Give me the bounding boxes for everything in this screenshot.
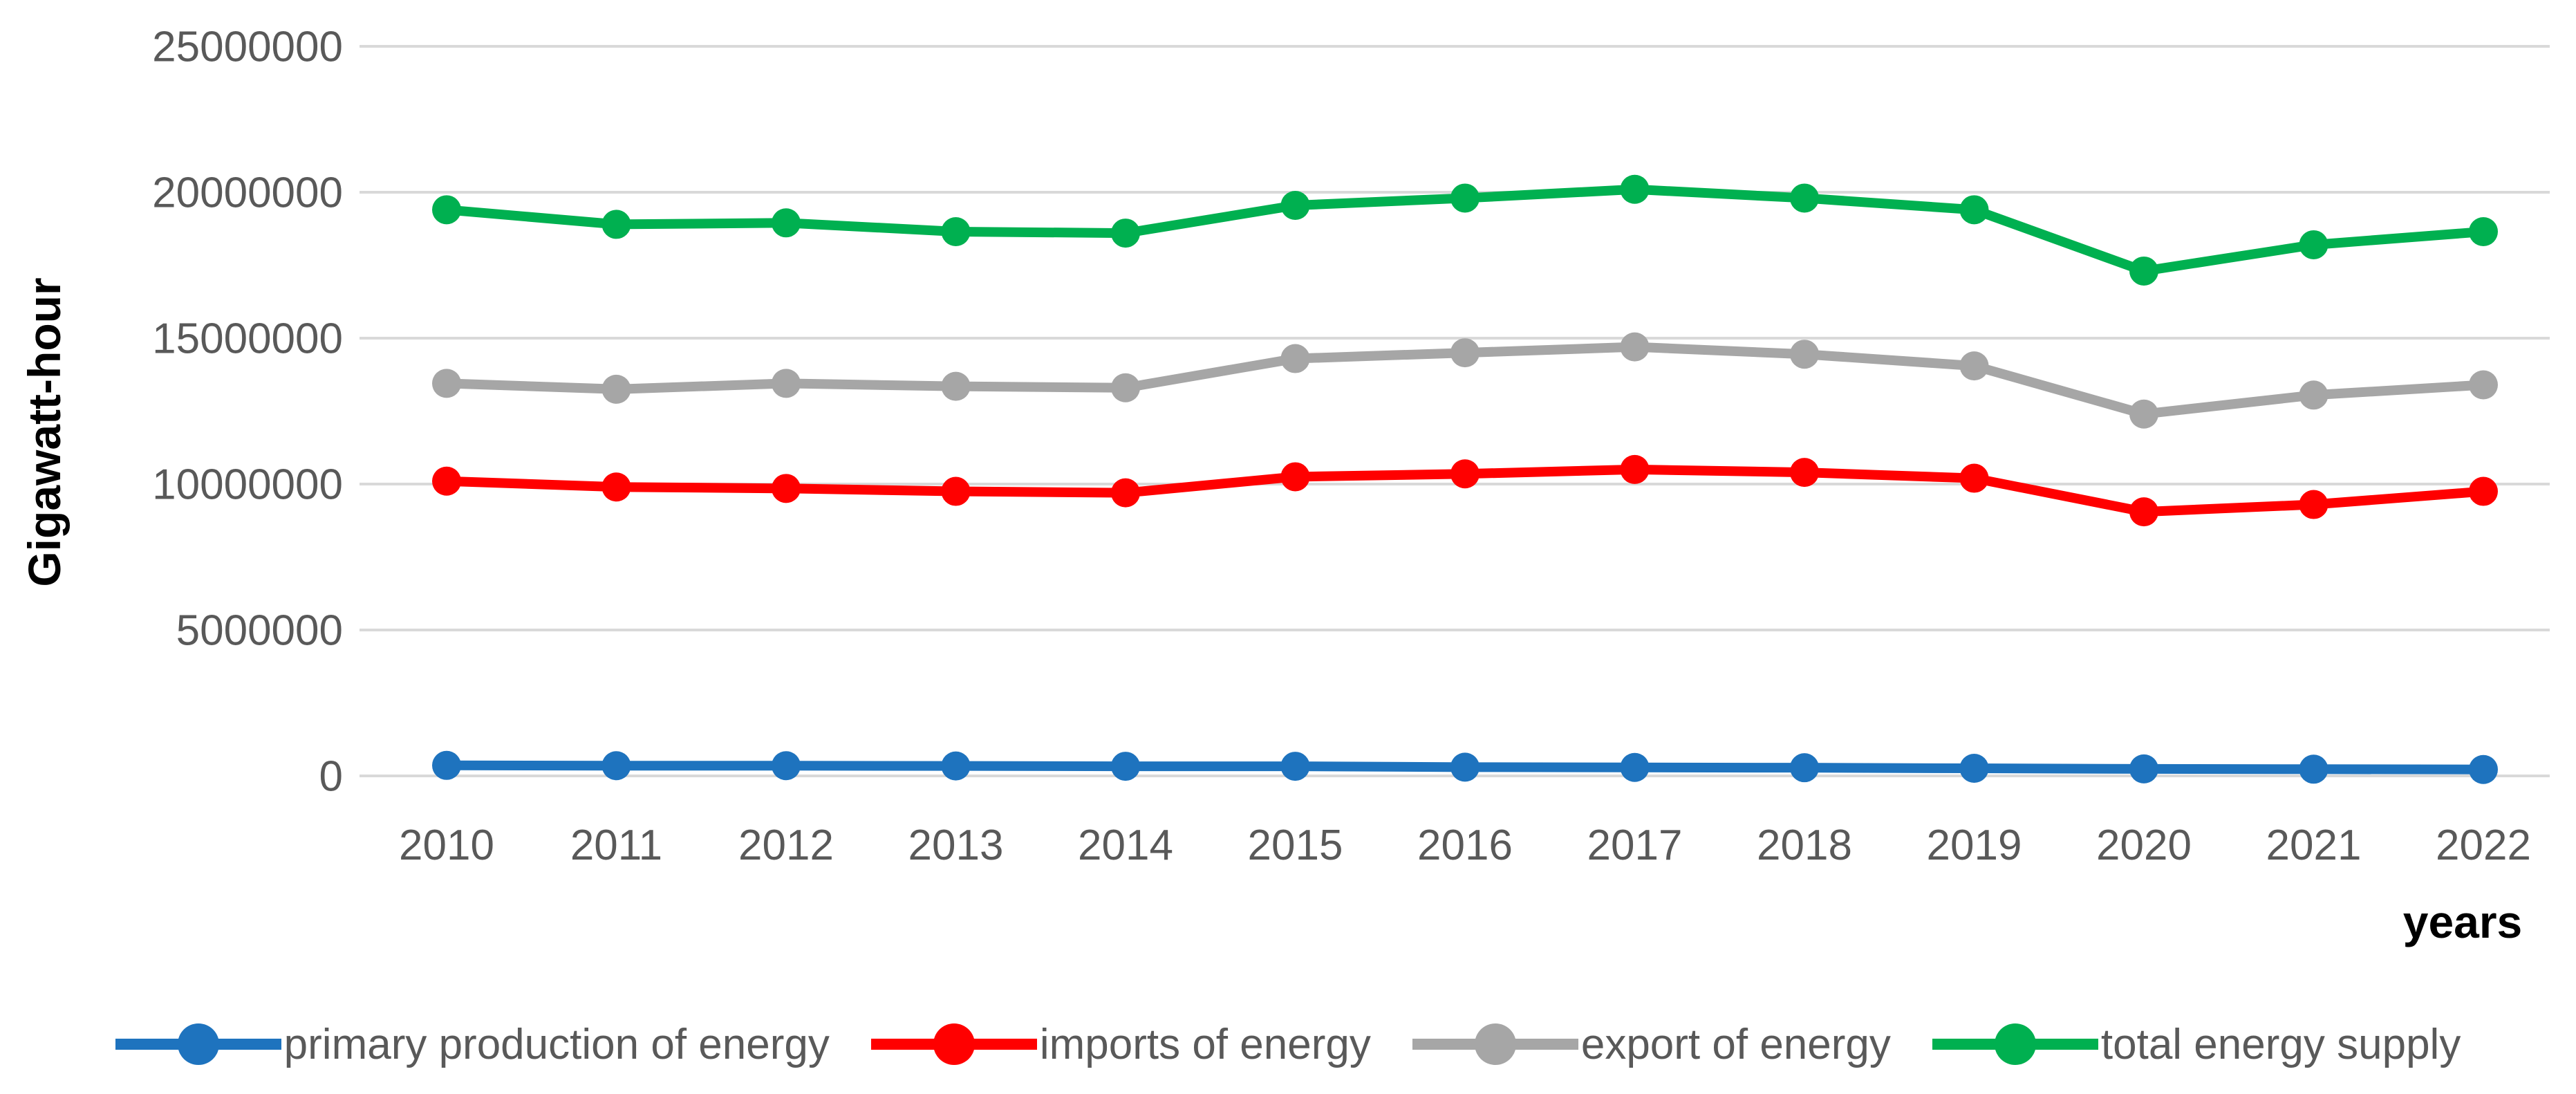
data-point-primary-production-of-energy-2018 (1790, 753, 1819, 783)
y-tick-label: 0 (319, 753, 343, 801)
data-point-primary-production-of-energy-2012 (772, 751, 801, 781)
y-tick-label: 5000000 (176, 607, 343, 655)
data-point-imports-of-energy-2010 (432, 466, 461, 496)
legend-item-export-of-energy: export of energy (1412, 1020, 1891, 1069)
legend-label: export of energy (1580, 1020, 1891, 1068)
data-point-primary-production-of-energy-2011 (601, 751, 631, 781)
gridlines (360, 45, 2550, 777)
x-tick-label: 2012 (738, 822, 834, 869)
legend-label: total energy supply (2100, 1020, 2461, 1068)
legend-item-imports-of-energy: imports of energy (870, 1020, 1371, 1069)
data-point-export-of-energy-2016 (1450, 338, 1480, 368)
data-point-imports-of-energy-2012 (772, 474, 801, 503)
legend-line-marker-icon (115, 1023, 281, 1065)
data-point-primary-production-of-energy-2010 (432, 750, 461, 780)
data-point-total-energy-supply-2018 (1790, 183, 1819, 213)
data-point-imports-of-energy-2021 (2299, 490, 2328, 519)
data-point-imports-of-energy-2016 (1450, 459, 1480, 489)
x-axis-title: years (2402, 896, 2523, 947)
data-point-imports-of-energy-2013 (941, 476, 971, 506)
x-tick-label: 2013 (908, 822, 1004, 869)
data-point-export-of-energy-2021 (2299, 380, 2328, 410)
y-axis-title: Gigawatt-hour (19, 277, 70, 587)
data-point-total-energy-supply-2014 (1111, 219, 1140, 248)
y-axis-tick-labels: 0 5000000 10000000 15000000 20000000 25000000 (152, 24, 343, 801)
series-group (432, 174, 2498, 784)
data-point-imports-of-energy-2019 (1959, 463, 1989, 493)
data-point-total-energy-supply-2017 (1620, 174, 1650, 204)
y-tick-label: 15000000 (152, 315, 343, 363)
x-tick-label: 2019 (1927, 822, 2022, 869)
data-point-imports-of-energy-2022 (2469, 476, 2498, 506)
legend-label: imports of energy (1039, 1020, 1371, 1068)
data-point-imports-of-energy-2014 (1111, 478, 1140, 508)
data-point-export-of-energy-2013 (941, 371, 971, 401)
data-point-total-energy-supply-2011 (601, 210, 631, 239)
data-point-imports-of-energy-2020 (2129, 497, 2158, 527)
data-point-total-energy-supply-2019 (1959, 195, 1989, 225)
x-tick-label: 2017 (1587, 822, 1683, 869)
data-point-total-energy-supply-2015 (1280, 190, 1310, 220)
data-point-imports-of-energy-2011 (601, 472, 631, 502)
data-point-primary-production-of-energy-2014 (1111, 752, 1140, 781)
x-tick-label: 2015 (1248, 822, 1343, 869)
data-point-export-of-energy-2011 (601, 374, 631, 404)
x-tick-label: 2018 (1757, 822, 1852, 869)
legend-item-total-energy-supply: total energy supply (1932, 1020, 2461, 1069)
data-point-export-of-energy-2010 (432, 369, 461, 398)
x-tick-label: 2022 (2436, 822, 2531, 869)
x-tick-label: 2010 (399, 822, 494, 869)
data-point-primary-production-of-energy-2016 (1450, 752, 1480, 782)
x-tick-label: 2014 (1078, 822, 1173, 869)
data-point-export-of-energy-2017 (1620, 332, 1650, 362)
y-tick-label: 10000000 (152, 461, 343, 509)
data-point-export-of-energy-2018 (1790, 340, 1819, 369)
data-point-export-of-energy-2019 (1959, 351, 1989, 381)
data-point-primary-production-of-energy-2019 (1959, 754, 1989, 784)
data-point-primary-production-of-energy-2013 (941, 751, 971, 781)
y-tick-label: 25000000 (152, 24, 343, 71)
data-point-total-energy-supply-2012 (772, 208, 801, 238)
data-point-export-of-energy-2022 (2469, 370, 2498, 400)
y-tick-label: 20000000 (152, 169, 343, 217)
data-point-primary-production-of-energy-2022 (2469, 754, 2498, 784)
x-tick-label: 2016 (1417, 822, 1513, 869)
x-tick-label: 2011 (570, 822, 662, 869)
x-tick-label: 2021 (2266, 822, 2362, 869)
data-point-primary-production-of-energy-2020 (2129, 754, 2158, 784)
data-point-export-of-energy-2020 (2129, 399, 2158, 429)
data-point-imports-of-energy-2017 (1620, 454, 1650, 484)
data-point-primary-production-of-energy-2021 (2299, 754, 2328, 784)
data-point-export-of-energy-2015 (1280, 344, 1310, 373)
legend: primary production of energy imports of e… (0, 1003, 2576, 1086)
data-point-total-energy-supply-2020 (2129, 256, 2158, 286)
data-point-imports-of-energy-2018 (1790, 458, 1819, 488)
data-point-primary-production-of-energy-2015 (1280, 752, 1310, 781)
legend-line-marker-icon (1412, 1023, 1578, 1065)
data-point-export-of-energy-2012 (772, 369, 801, 398)
x-tick-label: 2020 (2096, 822, 2192, 869)
data-point-imports-of-energy-2015 (1280, 462, 1310, 492)
data-point-export-of-energy-2014 (1111, 373, 1140, 402)
legend-item-primary-production-of-energy: primary production of energy (115, 1020, 830, 1069)
data-point-total-energy-supply-2013 (941, 216, 971, 246)
data-point-total-energy-supply-2016 (1450, 183, 1480, 213)
x-axis-tick-labels: 2010 2011 2012 2013 2014 2015 2016 2017 2018 2019… (399, 822, 2531, 869)
data-point-total-energy-supply-2021 (2299, 230, 2328, 259)
legend-line-marker-icon (870, 1023, 1037, 1065)
data-point-primary-production-of-energy-2017 (1620, 752, 1650, 782)
legend-label: primary production of energy (283, 1020, 830, 1068)
data-point-total-energy-supply-2022 (2469, 216, 2498, 246)
data-point-total-energy-supply-2010 (432, 195, 461, 225)
legend-line-marker-icon (1932, 1023, 2098, 1065)
